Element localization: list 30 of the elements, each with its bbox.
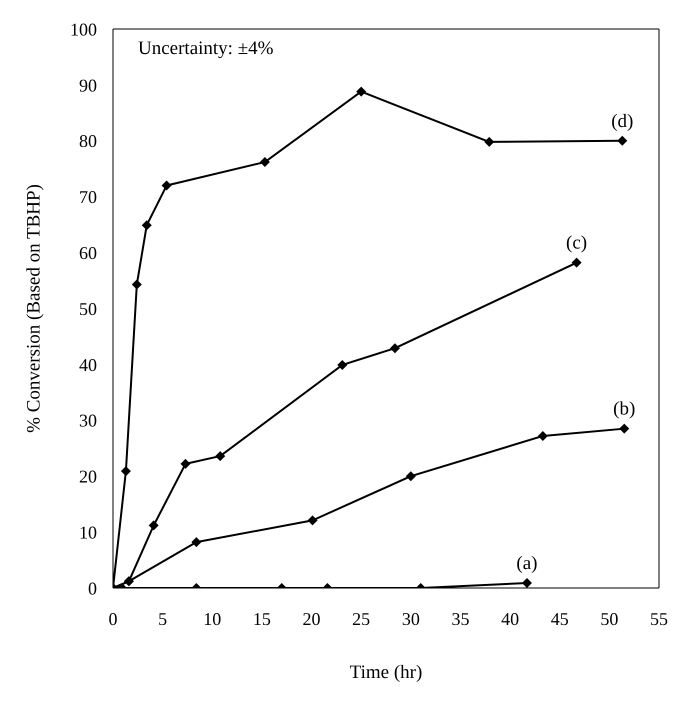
y-tick-label: 20 [79, 466, 97, 487]
x-tick-label: 45 [550, 608, 569, 629]
y-tick-label: 60 [79, 242, 97, 263]
annotation: (a) [516, 552, 538, 574]
x-axis-title: Time (hr) [350, 662, 422, 683]
y-tick-label: 100 [70, 19, 97, 40]
x-tick-label: 35 [451, 608, 470, 629]
y-tick-label: 0 [88, 578, 97, 598]
x-tick-label: 15 [252, 608, 271, 629]
y-tick-label: 70 [79, 187, 97, 208]
y-tick-label: 80 [79, 131, 97, 152]
y-tick-label: 90 [79, 75, 97, 96]
annotation: (b) [613, 398, 636, 420]
y-tick-label: 50 [79, 298, 97, 319]
x-tick-label: 10 [203, 608, 222, 629]
x-tick-label: 20 [302, 608, 321, 629]
y-tick-label: 30 [79, 410, 97, 431]
x-tick-label: 0 [108, 608, 118, 629]
x-tick-label: 30 [402, 608, 420, 629]
x-tick-label: 5 [158, 608, 168, 629]
y-tick-label: 10 [79, 522, 97, 542]
x-tick-label: 50 [600, 608, 618, 629]
annotation: (c) [566, 232, 588, 254]
y-axis-title: % Conversion (Based on TBHP) [24, 184, 45, 433]
x-tick-label: 25 [352, 608, 370, 629]
x-tick-label: 55 [650, 608, 668, 629]
x-tick-label: 40 [501, 608, 520, 629]
annotation: (d) [611, 110, 634, 132]
annotation: Uncertainty: ±4% [138, 38, 274, 60]
y-tick-label: 40 [79, 354, 97, 375]
